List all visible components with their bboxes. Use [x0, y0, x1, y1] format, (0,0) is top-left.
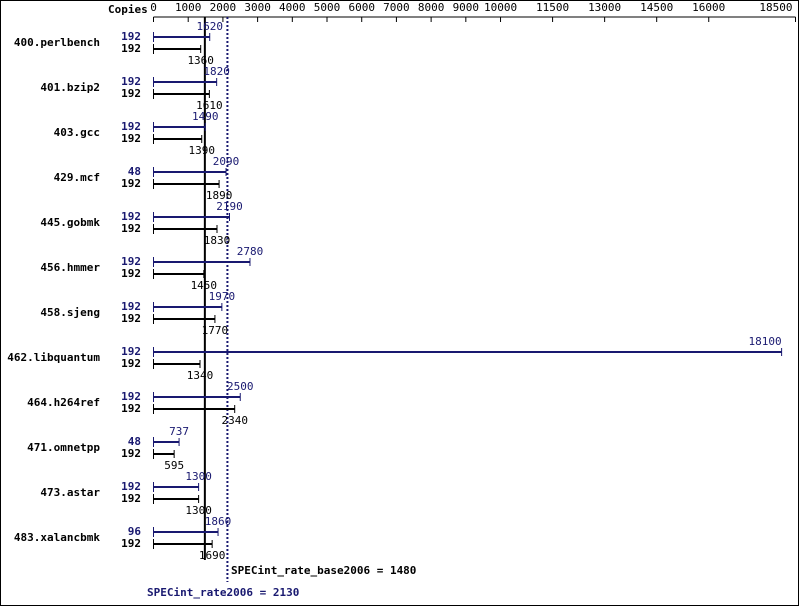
- base-value-label: 1610: [196, 99, 223, 112]
- x-tick-label: 10000: [484, 1, 517, 14]
- peak-value-label: 737: [169, 425, 189, 438]
- x-tick-label: 18500: [759, 1, 792, 14]
- benchmark-label: 483.xalancbmk: [14, 531, 100, 544]
- peak-value-label: 2090: [213, 155, 240, 168]
- base-value-label: 595: [164, 459, 184, 472]
- x-tick-label: 16000: [692, 1, 725, 14]
- peak-value-label: 1620: [196, 20, 223, 33]
- x-tick-label: 5000: [314, 1, 341, 14]
- benchmark-label: 456.hmmer: [40, 261, 100, 274]
- x-tick-label: 0: [150, 1, 157, 14]
- peak-value-label: 1490: [192, 110, 219, 123]
- base-value-label: 1690: [199, 549, 226, 562]
- base-value-label: 1390: [188, 144, 215, 157]
- base-copies: 192: [121, 132, 141, 145]
- peak-copies: 192: [121, 300, 141, 313]
- base-value-label: 2340: [221, 414, 248, 427]
- base-value-label: 1360: [187, 54, 214, 67]
- base-copies: 192: [121, 447, 141, 460]
- peak-value-label: 2500: [227, 380, 254, 393]
- peak-value-label: 1820: [203, 65, 230, 78]
- base-value-label: 1830: [204, 234, 231, 247]
- peak-value-label: 1860: [205, 515, 232, 528]
- base-copies: 192: [121, 87, 141, 100]
- base-value-label: 1300: [185, 504, 212, 517]
- benchmark-label: 464.h264ref: [27, 396, 100, 409]
- benchmark-label: 471.omnetpp: [27, 441, 100, 454]
- peak-copies: 96: [128, 525, 142, 538]
- benchmark-label: 458.sjeng: [40, 306, 100, 319]
- base-copies: 192: [121, 492, 141, 505]
- x-tick-label: 3000: [244, 1, 271, 14]
- benchmark-label: 445.gobmk: [40, 216, 100, 229]
- benchmark-label: 429.mcf: [54, 171, 100, 184]
- benchmark-label: 462.libquantum: [7, 351, 100, 364]
- x-tick-label: 13000: [588, 1, 621, 14]
- x-tick-label: 9000: [453, 1, 480, 14]
- peak-copies: 192: [121, 75, 141, 88]
- base-copies: 192: [121, 537, 141, 550]
- base-copies: 192: [121, 312, 141, 325]
- peak-copies: 48: [128, 165, 141, 178]
- x-tick-label: 4000: [279, 1, 306, 14]
- base-copies: 192: [121, 177, 141, 190]
- benchmark-label: 403.gcc: [54, 126, 100, 139]
- base-value-label: 1890: [206, 189, 233, 202]
- x-tick-label: 1000: [175, 1, 202, 14]
- x-tick-label: 14500: [640, 1, 673, 14]
- peak-copies: 192: [121, 390, 141, 403]
- base-copies: 192: [121, 222, 141, 235]
- peak-copies: 192: [121, 255, 141, 268]
- x-tick-label: 7000: [383, 1, 410, 14]
- base-value-label: 1340: [187, 369, 214, 382]
- peak-copies: 192: [121, 30, 141, 43]
- x-tick-label: 6000: [348, 1, 375, 14]
- peak-value-label: 1970: [209, 290, 236, 303]
- base-value-label: 1450: [191, 279, 218, 292]
- peak-metric-label: SPECint_rate2006 = 2130: [147, 586, 299, 599]
- peak-copies: 192: [121, 210, 141, 223]
- peak-value-label: 1300: [185, 470, 212, 483]
- peak-copies: 192: [121, 345, 141, 358]
- base-copies: 192: [121, 42, 141, 55]
- base-value-label: 1770: [202, 324, 229, 337]
- base-metric-label: SPECint_rate_base2006 = 1480: [231, 564, 416, 577]
- x-tick-label: 11500: [536, 1, 569, 14]
- peak-value-label: 2780: [237, 245, 264, 258]
- x-tick-label: 8000: [418, 1, 445, 14]
- benchmark-label: 400.perlbench: [14, 36, 100, 49]
- peak-copies: 48: [128, 435, 141, 448]
- peak-value-label: 2190: [216, 200, 243, 213]
- peak-copies: 192: [121, 120, 141, 133]
- copies-header: Copies: [108, 3, 148, 16]
- peak-copies: 192: [121, 480, 141, 493]
- x-tick-label: 2000: [210, 1, 237, 14]
- base-copies: 192: [121, 357, 141, 370]
- peak-value-label: 18100: [748, 335, 781, 348]
- base-copies: 192: [121, 402, 141, 415]
- benchmark-label: 473.astar: [40, 486, 100, 499]
- base-copies: 192: [121, 267, 141, 280]
- benchmark-label: 401.bzip2: [40, 81, 100, 94]
